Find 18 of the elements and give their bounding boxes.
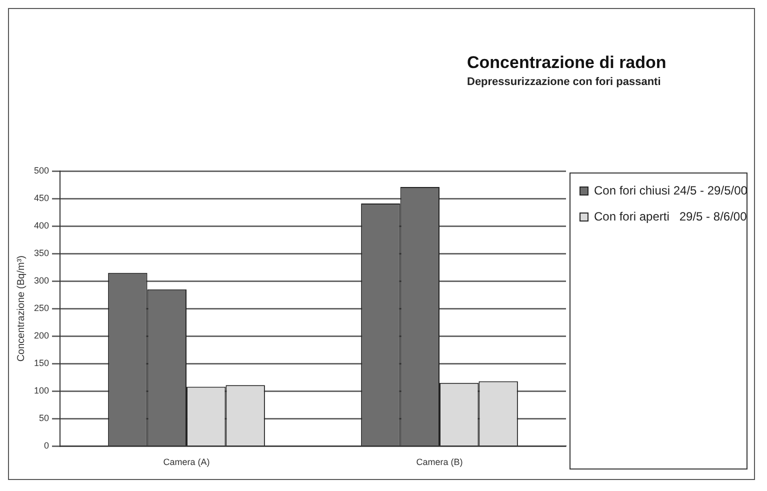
- y-axis-title: Concentrazione (Bq/m³): [16, 256, 27, 362]
- legend-label: Con fori chiusi 24/5 - 29/5/00: [594, 183, 748, 198]
- x-tick-label: Camera (A): [163, 457, 210, 468]
- y-tick-label: 200: [34, 330, 50, 341]
- y-tick-label: 400: [34, 220, 50, 231]
- y-tick-label: 450: [34, 193, 50, 204]
- y-tick-label: 250: [34, 303, 50, 314]
- y-tick-label: 50: [39, 413, 50, 424]
- x-tick-label: Camera (B): [416, 457, 463, 468]
- chart-subtitle: Depressurizzazione con fori passanti: [467, 76, 662, 88]
- chart-title: Concentrazione di radon: [467, 53, 666, 73]
- y-tick-label: 500: [34, 165, 50, 176]
- y-tick-label: 100: [34, 386, 50, 396]
- y-tick-label: 150: [34, 358, 50, 368]
- y-tick-label: 0: [44, 440, 50, 451]
- y-tick-label: 350: [34, 248, 50, 258]
- legend-label: Con fori aperti 29/5 - 8/6/00: [594, 209, 748, 224]
- y-tick-label: 300: [34, 276, 50, 286]
